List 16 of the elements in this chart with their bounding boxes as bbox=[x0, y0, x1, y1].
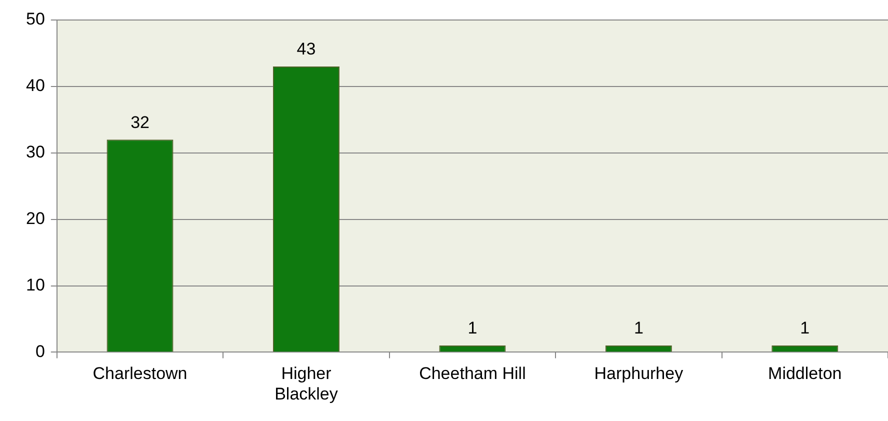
y-tick-label: 0 bbox=[35, 342, 45, 361]
y-tick-label: 10 bbox=[26, 275, 45, 294]
y-tick-label: 50 bbox=[26, 10, 45, 29]
y-tick-label: 20 bbox=[26, 209, 45, 228]
data-label: 1 bbox=[800, 318, 810, 338]
x-tick-label: Higher Blackley bbox=[274, 364, 338, 404]
x-tick-label: Harphurhey bbox=[594, 364, 684, 384]
data-label: 43 bbox=[296, 40, 316, 59]
y-tick-label: 40 bbox=[26, 76, 45, 96]
data-label: 1 bbox=[468, 318, 478, 338]
x-tick-label: Cheetham Hill bbox=[419, 364, 526, 384]
data-label: 1 bbox=[634, 318, 644, 338]
y-tick-label: 30 bbox=[26, 142, 45, 162]
x-tick-label: Charlestown bbox=[92, 364, 188, 384]
x-tick-label: Middleton bbox=[768, 364, 842, 384]
data-label: 32 bbox=[130, 112, 150, 132]
